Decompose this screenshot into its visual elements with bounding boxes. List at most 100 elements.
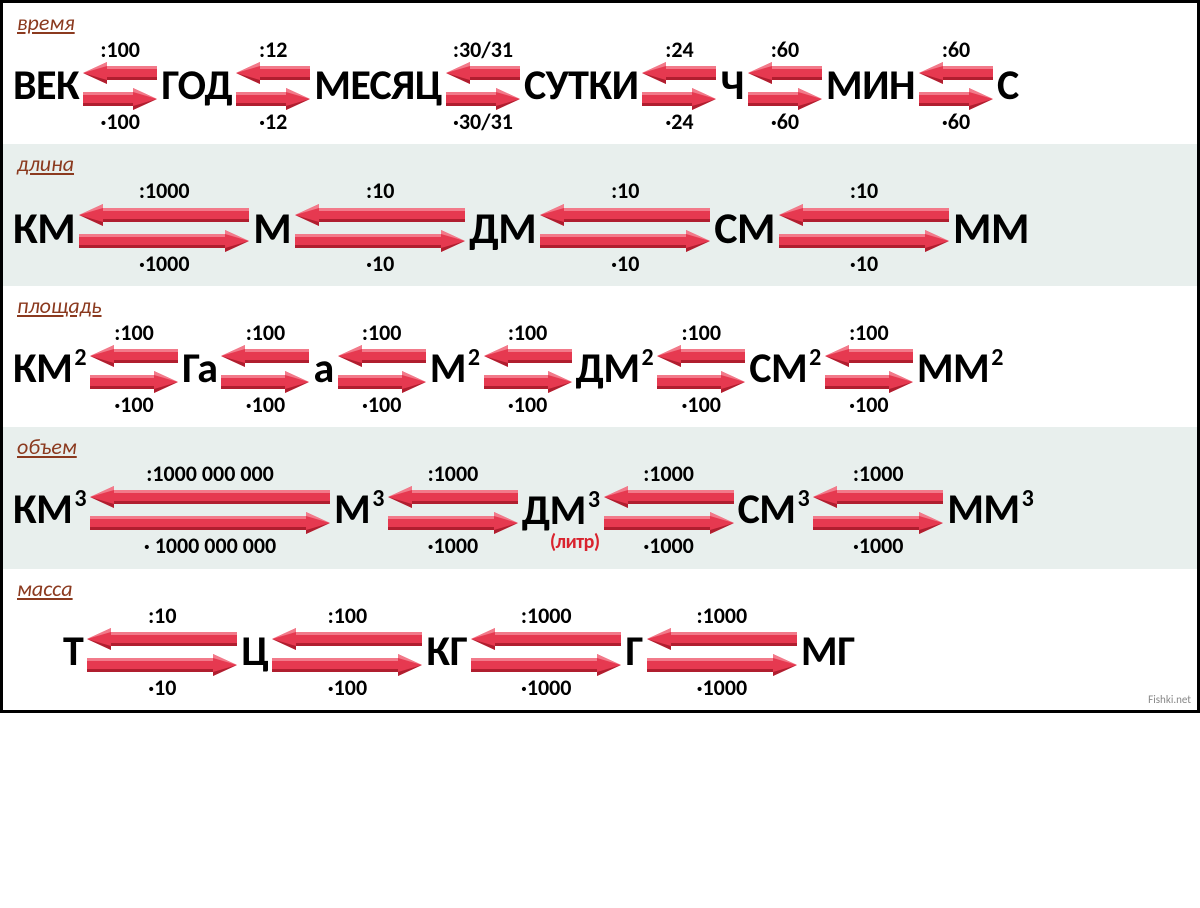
divide-factor: :100 — [114, 321, 154, 345]
divide-factor: :100 — [508, 321, 548, 345]
conversion-chart: время ВЕК :100 ·100 ГОД :12 — [0, 0, 1200, 713]
divide-factor: :24 — [665, 38, 693, 62]
multiply-factor: ·10 — [611, 252, 639, 276]
conversion-arrows: :100 ·100 — [821, 321, 917, 417]
divide-factor: :30/31 — [453, 38, 513, 62]
unit-label: МГ — [801, 631, 855, 673]
divide-factor: :1000 — [428, 462, 479, 486]
conversion-arrows: :100 ·100 — [79, 38, 161, 134]
section-title: длина — [17, 150, 1187, 177]
unit-label: М — [253, 206, 291, 250]
unit-label: Г — [625, 631, 643, 673]
unit-label: ДМ — [469, 206, 536, 250]
multiply-factor: ·60 — [771, 110, 799, 134]
unit-label: ММ2 — [917, 348, 1003, 390]
multiply-factor: ·12 — [259, 110, 287, 134]
multiply-factor: ·1000 — [697, 676, 748, 700]
multiply-factor: ·100 — [362, 393, 401, 417]
section-mass: масса Т :10 ·10 Ц :100 — [3, 569, 1197, 710]
conversion-arrows: :1000 ·1000 — [643, 604, 801, 700]
unit-label: КГ — [426, 631, 467, 673]
conversion-arrows: :100 ·100 — [653, 321, 749, 417]
multiply-factor: ·1000 — [643, 534, 694, 558]
conversion-arrows: :60 ·60 — [744, 38, 826, 134]
multiply-factor: ·100 — [508, 393, 547, 417]
section-title: время — [17, 9, 1187, 36]
section-title: площадь — [17, 292, 1187, 319]
unit-label: а — [313, 348, 333, 390]
units-row: КМ2 :100 ·100 Га :100 ·100 — [13, 321, 1187, 417]
conversion-arrows: :30/31 ·30/31 — [442, 38, 524, 134]
unit-label: МЕСЯЦ — [314, 65, 442, 107]
divide-factor: :10 — [611, 179, 639, 203]
unit-label: ДМ3 (литр) — [522, 490, 600, 530]
unit-label: КМ — [13, 206, 75, 250]
section-area: площадь КМ2 :100 ·100 Га :100 — [3, 286, 1197, 427]
multiply-factor: ·24 — [665, 110, 693, 134]
conversion-arrows: :100 ·100 — [217, 321, 313, 417]
multiply-factor: ·10 — [148, 676, 176, 700]
unit-label: СУТКИ — [524, 65, 639, 107]
multiply-factor: ·100 — [114, 393, 153, 417]
section-length: длина КМ :1000 ·1000 М :10 — [3, 144, 1197, 285]
unit-label: КМ2 — [13, 348, 86, 390]
conversion-arrows: :60 ·60 — [915, 38, 997, 134]
unit-label: ВЕК — [13, 65, 79, 107]
divide-factor: :1000 — [139, 179, 190, 203]
divide-factor: :10 — [148, 604, 176, 628]
divide-factor: :1000 — [853, 462, 904, 486]
conversion-arrows: :12 ·12 — [232, 38, 314, 134]
conversion-arrows: :1000 ·1000 — [75, 179, 253, 275]
divide-factor: :1000 — [521, 604, 572, 628]
multiply-factor: ·100 — [328, 676, 367, 700]
unit-label: КМ3 — [13, 489, 86, 531]
divide-factor: :100 — [246, 321, 286, 345]
conversion-arrows: :100 ·100 — [86, 321, 182, 417]
section-time: время ВЕК :100 ·100 ГОД :12 — [3, 3, 1197, 144]
divide-factor: :60 — [771, 38, 799, 62]
multiply-factor: ·1000 — [139, 252, 190, 276]
divide-factor: :12 — [259, 38, 287, 62]
divide-factor: :10 — [850, 179, 878, 203]
unit-label: ММ3 — [947, 489, 1033, 531]
multiply-factor: ·1000 — [521, 676, 572, 700]
unit-label: ММ — [953, 206, 1029, 250]
multiply-factor: ·10 — [366, 252, 394, 276]
unit-label: Ч — [720, 65, 743, 107]
multiply-factor: ·1000 — [428, 534, 479, 558]
conversion-arrows: :10 ·10 — [83, 604, 241, 700]
unit-label: С — [997, 65, 1019, 107]
unit-label: СМ3 — [738, 489, 810, 531]
unit-label: ДМ2 — [576, 348, 654, 390]
conversion-arrows: :100 ·100 — [268, 604, 426, 700]
conversion-arrows: :1000 ·1000 — [467, 604, 625, 700]
multiply-factor: ·1000 — [853, 534, 904, 558]
divide-factor: :100 — [100, 38, 140, 62]
unit-label: СМ — [714, 206, 775, 250]
units-row: ВЕК :100 ·100 ГОД :12 ·12 — [13, 38, 1187, 134]
watermark: Fishki.net — [1148, 693, 1191, 706]
conversion-arrows: :100 ·100 — [334, 321, 430, 417]
unit-note: (литр) — [550, 532, 600, 552]
unit-label: М3 — [334, 489, 384, 531]
divide-factor: :100 — [681, 321, 721, 345]
multiply-factor: ·100 — [246, 393, 285, 417]
conversion-arrows: :1000 ·1000 — [600, 462, 738, 558]
unit-label: ГОД — [161, 65, 232, 107]
units-row: Т :10 ·10 Ц :100 ·100 — [13, 604, 1187, 700]
divide-factor: :10 — [366, 179, 394, 203]
divide-factor: :1000 — [643, 462, 694, 486]
conversion-arrows: :10 ·10 — [775, 179, 953, 275]
section-title: объем — [17, 433, 1187, 460]
section-title: масса — [17, 575, 1187, 602]
unit-label: МИН — [826, 65, 915, 107]
unit-label: М2 — [430, 348, 480, 390]
conversion-arrows: :1000 ·1000 — [809, 462, 947, 558]
conversion-arrows: :24 ·24 — [638, 38, 720, 134]
multiply-factor: ·60 — [942, 110, 970, 134]
multiply-factor: ·30/31 — [453, 110, 513, 134]
divide-factor: :60 — [942, 38, 970, 62]
multiply-factor: ·100 — [849, 393, 888, 417]
divide-factor: :100 — [362, 321, 402, 345]
divide-factor: :100 — [849, 321, 889, 345]
